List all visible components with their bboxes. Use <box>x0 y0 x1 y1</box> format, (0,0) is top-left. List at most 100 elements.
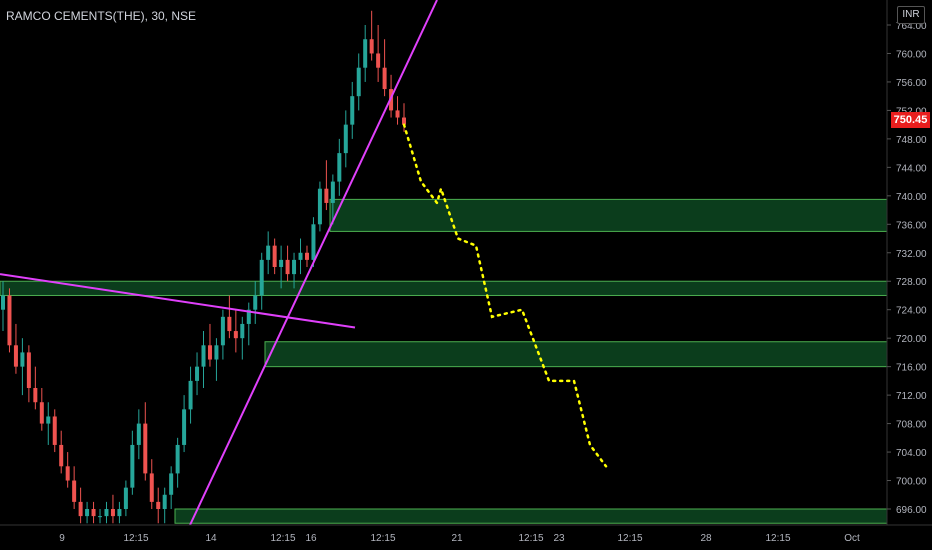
candle-body-56 <box>363 39 368 68</box>
candle-body-40 <box>259 259 264 296</box>
y-tick-label-8: 728.00 <box>896 277 927 288</box>
y-tick-label-12: 744.00 <box>896 163 927 174</box>
candle-body-58 <box>376 53 381 68</box>
y-tick-label-0: 696.00 <box>896 505 927 516</box>
candle-body-6 <box>39 402 44 424</box>
candle-body-12 <box>78 501 83 517</box>
candle-body-29 <box>188 380 193 410</box>
x-tick-label-5: 12:15 <box>370 533 395 544</box>
candle-body-0 <box>1 295 5 310</box>
candle-body-22 <box>143 423 148 474</box>
candle-body-44 <box>285 259 290 275</box>
candle-body-49 <box>317 188 322 225</box>
zones-layer <box>0 198 888 524</box>
candle-body-16 <box>104 509 109 517</box>
descending-trendline <box>0 273 356 329</box>
x-tick-label-3: 12:15 <box>270 533 295 544</box>
candle-body-41 <box>266 245 271 260</box>
candle-body-38 <box>246 309 251 324</box>
candle-body-13 <box>85 509 90 517</box>
ascending-trendline <box>189 0 438 526</box>
candle-body-31 <box>201 345 206 367</box>
x-tick-label-1: 12:15 <box>123 533 148 544</box>
candle-body-46 <box>298 252 303 260</box>
candle-body-20 <box>130 444 135 488</box>
candle-body-7 <box>46 416 51 424</box>
candle-body-61 <box>395 110 400 118</box>
candle-body-19 <box>123 487 128 509</box>
candle-body-57 <box>369 39 374 54</box>
candle-body-36 <box>233 331 238 339</box>
candle-body-11 <box>72 480 77 502</box>
candle-body-1 <box>7 295 12 346</box>
candle-body-30 <box>195 366 200 381</box>
candle-body-25 <box>162 494 167 509</box>
candle-body-27 <box>175 444 180 474</box>
candle-body-3 <box>20 352 25 367</box>
candle-body-2 <box>13 345 18 367</box>
x-tick-label-10: 28 <box>700 533 712 544</box>
candle-body-28 <box>182 409 187 445</box>
symbol-title: RAMCO CEMENTS(THE), 30, NSE <box>6 9 197 23</box>
candle-body-55 <box>356 67 361 97</box>
last-price-tag: 750.45 <box>891 112 930 128</box>
x-tick-label-12: Oct <box>844 533 860 544</box>
candle-body-14 <box>91 509 96 517</box>
y-tick-label-7: 724.00 <box>896 306 927 317</box>
y-tick-label-6: 720.00 <box>896 334 927 345</box>
projection-layer <box>402 123 608 468</box>
y-tick-label-13: 748.00 <box>896 135 927 146</box>
candle-body-34 <box>220 316 225 346</box>
y-tick-label-15: 756.00 <box>896 78 927 89</box>
candle-body-54 <box>350 96 355 125</box>
y-tick-label-3: 708.00 <box>896 420 927 431</box>
candle-body-48 <box>311 224 316 260</box>
trendlines-layer <box>0 0 438 526</box>
candle-body-32 <box>207 345 212 360</box>
candle-body-9 <box>59 444 64 467</box>
y-tick-label-4: 712.00 <box>896 391 927 402</box>
x-tick-label-2: 14 <box>205 533 217 544</box>
candle-body-23 <box>149 473 154 502</box>
currency-badge[interactable]: INR <box>897 6 925 24</box>
y-tick-label-10: 736.00 <box>896 220 927 231</box>
candle-body-4 <box>26 352 31 388</box>
zone-3 <box>174 508 888 524</box>
candle-body-18 <box>117 509 122 517</box>
y-tick-label-11: 740.00 <box>896 192 927 203</box>
x-tick-label-7: 12:15 <box>518 533 543 544</box>
candle-body-45 <box>292 259 297 275</box>
zone-0 <box>329 198 888 232</box>
zone-2 <box>264 341 888 368</box>
candle-body-50 <box>324 188 329 203</box>
candle-body-5 <box>33 388 38 403</box>
candle-body-37 <box>240 323 245 339</box>
x-tick-label-8: 23 <box>553 533 565 544</box>
candles-layer <box>1 10 406 524</box>
y-tick-label-9: 732.00 <box>896 249 927 260</box>
candle-body-21 <box>136 423 141 445</box>
candle-body-52 <box>337 153 342 182</box>
x-tick-label-9: 12:15 <box>617 533 642 544</box>
candle-body-10 <box>65 466 70 481</box>
candle-body-51 <box>330 181 335 203</box>
y-tick-label-14: 752.00 <box>896 106 927 117</box>
candle-body-8 <box>52 416 57 445</box>
candle-body-53 <box>343 124 348 154</box>
x-tick-label-6: 21 <box>451 533 463 544</box>
candle-body-26 <box>169 473 174 495</box>
y-tick-label-2: 704.00 <box>896 448 927 459</box>
x-axis-labels[interactable]: 9 12:15 14 12:15 16 12:15 21 12:15 23 12:15 28 12:1… <box>59 533 860 544</box>
x-tick-label-0: 9 <box>59 533 65 544</box>
candle-body-17 <box>110 509 115 517</box>
y-tick-label-1: 700.00 <box>896 477 927 488</box>
candle-body-35 <box>227 316 232 332</box>
y-axis-labels[interactable]: 696.00 700.00 704.00 708.00 712.00 716.00 720.… <box>887 21 927 516</box>
candle-body-33 <box>214 345 219 360</box>
x-tick-label-4: 16 <box>305 533 317 544</box>
candle-body-39 <box>253 295 258 310</box>
y-tick-label-17: 764.00 <box>896 21 927 32</box>
candle-body-42 <box>272 245 277 267</box>
candle-body-24 <box>156 501 161 509</box>
